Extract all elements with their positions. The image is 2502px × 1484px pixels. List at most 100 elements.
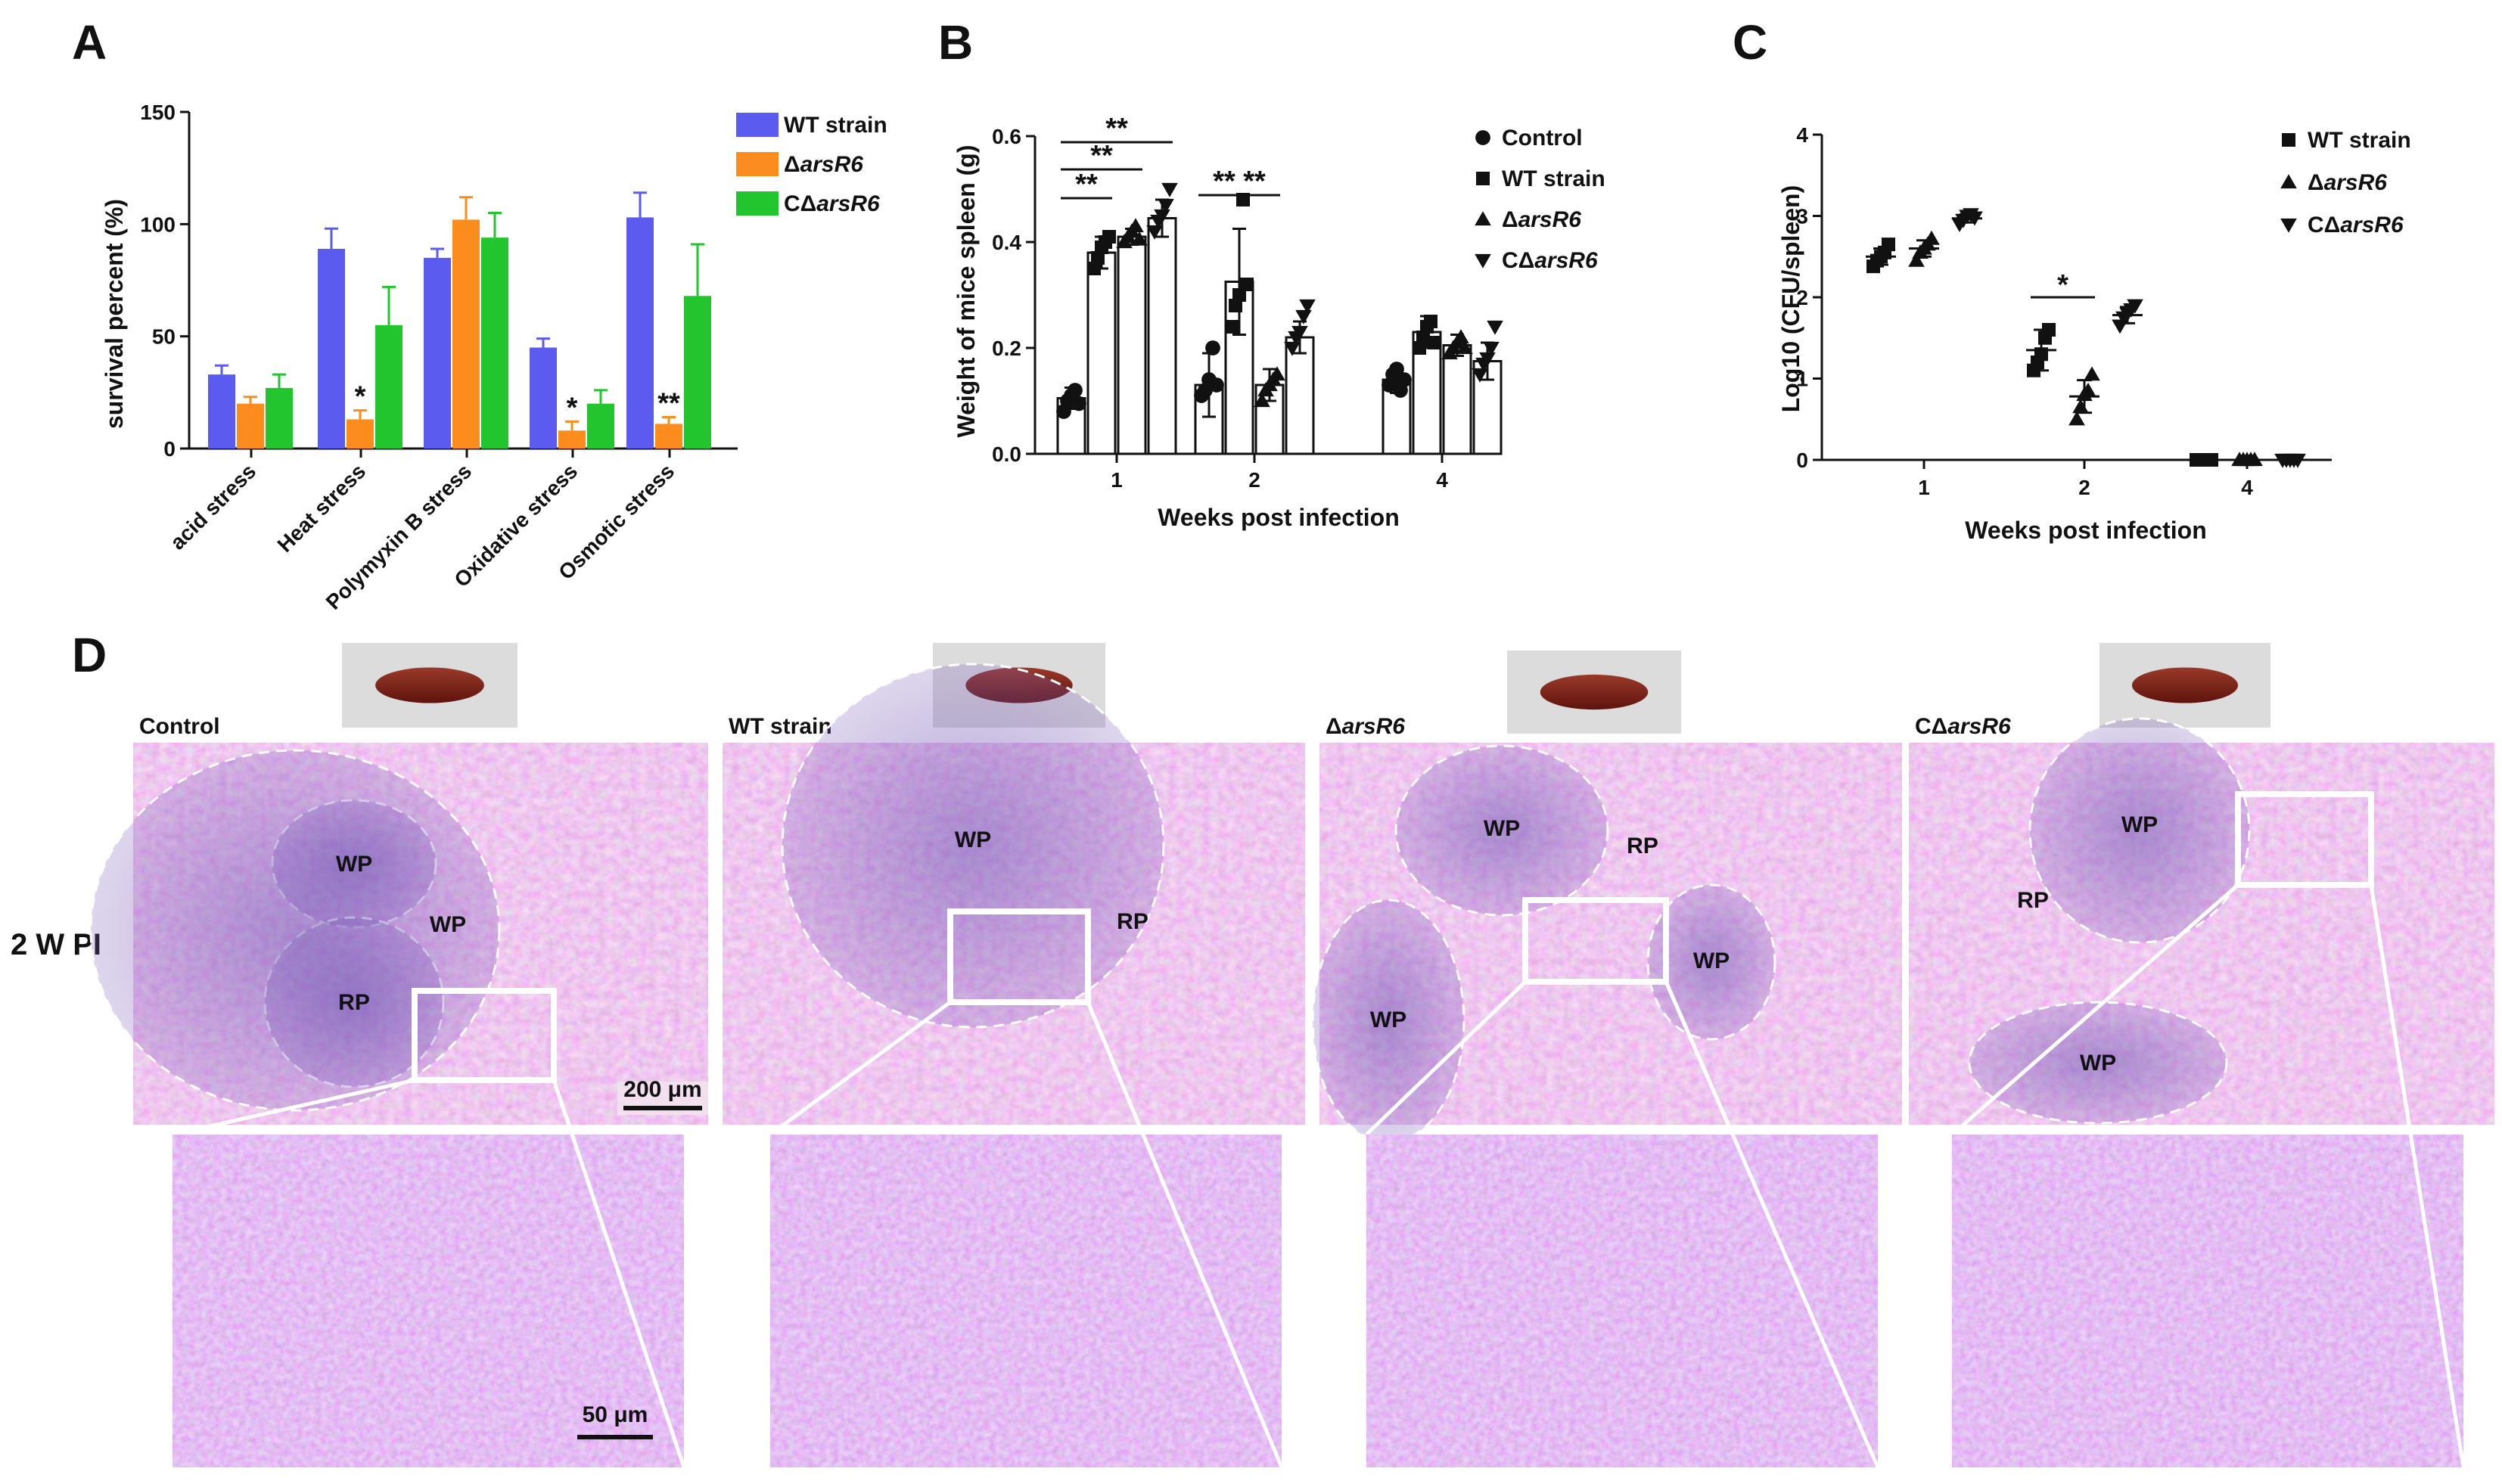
chart-b-point — [1269, 366, 1285, 381]
chart-c-point — [1908, 252, 1925, 267]
chart-a-significance: * — [567, 392, 578, 424]
legend-label: CΔarsR6 — [1502, 248, 1598, 273]
panel-c-label: C — [1733, 15, 1767, 70]
spleen-organ — [1540, 674, 1649, 710]
chart-c-ytick: 3 — [1796, 205, 1808, 228]
chart-a-ylabel: survival percent (%) — [101, 199, 128, 429]
chart-c-ytick: 4 — [1796, 123, 1808, 147]
panel-b-label: B — [938, 15, 973, 70]
region-label: WP — [2080, 1051, 2116, 1076]
chart-c-ytick: 2 — [1796, 286, 1808, 309]
chart-b-point — [1416, 331, 1430, 344]
chart-c-significance: * — [2057, 269, 2068, 301]
chart-b-ylabel: Weight of mice spleen (g) — [953, 145, 980, 438]
chart-b-ytick: 0.4 — [992, 231, 1021, 254]
chart-a-bar — [684, 296, 711, 449]
chart-b-xtick: 2 — [1248, 468, 1260, 492]
region-label: WP — [430, 912, 466, 937]
chart-b-point — [1154, 209, 1170, 224]
scale-bar-label: 50 μm — [583, 1402, 648, 1427]
row-label: 2 W PI — [11, 928, 101, 961]
chart-b-point — [1102, 230, 1116, 244]
chart-b-point — [1087, 262, 1101, 275]
chart-b-point — [1413, 341, 1426, 355]
chart-c-xtick: 4 — [2241, 476, 2253, 499]
chart-b-significance: ** — [1075, 169, 1098, 200]
histology-column-title: ΔarsR6 — [1326, 714, 1405, 739]
chart-b-xtick: 1 — [1111, 468, 1123, 492]
chart-b-legend-marker — [1476, 172, 1490, 185]
chart-c-xlabel: Weeks post infection — [1965, 517, 2206, 544]
chart-b-legend-marker — [1475, 211, 1491, 226]
chart-c-point — [2072, 399, 2089, 414]
chart-a-bar — [266, 387, 293, 449]
zoom-connector — [1664, 981, 1880, 1468]
chart-c-legend-marker — [2280, 218, 2297, 233]
legend-label: WT strain — [1502, 166, 1605, 191]
zoom-box — [2235, 791, 2374, 888]
chart-b-point — [1479, 352, 1496, 367]
chart-b-significance: ** — [1243, 166, 1266, 197]
region-label: WP — [2121, 812, 2158, 837]
chart-b-point — [1295, 309, 1312, 324]
region-label: WP — [1484, 816, 1520, 841]
region-label: RP — [338, 990, 370, 1015]
chart-b-point — [1068, 383, 1083, 398]
chart-a-bar — [424, 257, 451, 449]
chart-b-point — [1284, 341, 1301, 356]
chart-a-significance: ** — [657, 387, 680, 419]
chart-b: Weight of mice spleen (g) Weeks post inf… — [953, 113, 1605, 531]
region-label: RP — [2017, 888, 2049, 913]
chart-c-legend-marker — [2282, 133, 2295, 147]
chart-c-xtick: 2 — [2078, 476, 2090, 499]
zoom-connector — [1086, 1001, 1284, 1468]
chart-b-bar — [1285, 336, 1315, 455]
chart-a-ytick: 150 — [140, 101, 176, 124]
chart-b-point — [1240, 278, 1254, 291]
chart-b-point — [1131, 231, 1148, 246]
legend-label: ΔarsR6 — [784, 152, 863, 177]
white-pulp-outline — [781, 663, 1165, 1029]
panel-a-label: A — [72, 15, 107, 70]
chart-a-significance: * — [355, 381, 366, 413]
chart-b-ytick: 0.2 — [992, 337, 1021, 360]
chart-b-significance: ** — [1090, 140, 1113, 172]
chart-c-ytick: 1 — [1796, 368, 1808, 391]
histology-column: Control WP RP WP 200 μm 50 μm — [89, 643, 708, 1468]
chart-b-point — [1158, 198, 1174, 213]
histology-column: CΔarsR6 WP RP WP — [1909, 643, 2494, 1468]
histology-column-title: WT strain — [729, 714, 832, 739]
chart-b-point — [1146, 225, 1163, 240]
chart-a-legend-swatch — [736, 152, 779, 176]
legend-label: WT strain — [2308, 128, 2411, 153]
chart-a-xtick: Heat stress — [273, 459, 371, 557]
chart-a-legend-swatch — [736, 113, 779, 137]
scale-bar-label: 200 μm — [623, 1077, 701, 1102]
histology-column-title: CΔarsR6 — [1915, 714, 2011, 739]
legend-label: WT strain — [784, 113, 887, 138]
white-pulp-outline — [89, 749, 501, 1112]
region-label: WP — [955, 827, 991, 852]
chart-a-bar — [347, 419, 374, 449]
spleen-organ — [375, 667, 484, 703]
chart-b-ytick: 0.6 — [992, 125, 1021, 148]
chart-b-legend-marker — [1475, 253, 1491, 269]
white-pulp-outline — [1311, 899, 1465, 1144]
chart-a-bar — [318, 248, 345, 449]
chart-a-bar — [530, 347, 557, 449]
white-pulp-outline — [1646, 883, 1776, 1041]
region-label: WP — [1693, 948, 1730, 973]
zoom-connector — [552, 1079, 686, 1468]
chart-c-ylabel: Log10 (CFU/spleen) — [1777, 185, 1804, 412]
chart-c-legend-marker — [2280, 174, 2297, 189]
spleen-organ — [2131, 667, 2239, 703]
chart-a-ytick: 50 — [152, 325, 176, 349]
chart-b-bar — [1117, 235, 1147, 455]
chart-b-point — [1071, 396, 1086, 411]
region-label: WP — [1370, 1007, 1406, 1032]
panel-d-label: D — [72, 628, 107, 682]
chart-b-point — [1161, 182, 1178, 197]
chart-b-point — [1225, 320, 1239, 334]
